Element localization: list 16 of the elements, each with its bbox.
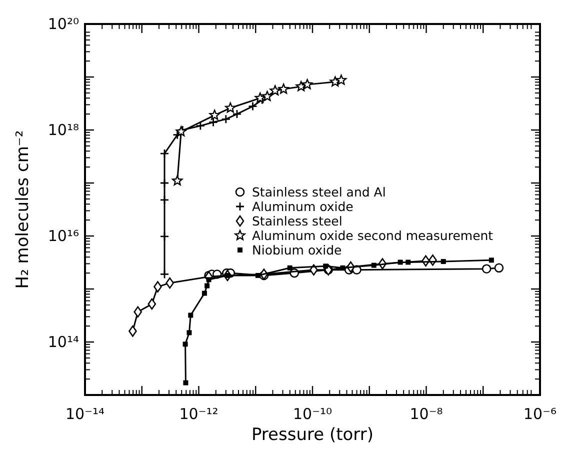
x-axis-title: Pressure (torr) <box>251 425 374 445</box>
x-tick-label: 10⁻¹⁰ <box>292 405 332 423</box>
y-tick-label: 10¹⁸ <box>48 121 79 139</box>
legend-label: Stainless steel and Al <box>252 184 386 200</box>
legend-label: Stainless steel <box>252 214 342 228</box>
x-tick-label: 10⁻⁶ <box>523 405 557 423</box>
legend-label: Aluminum oxide <box>252 199 354 214</box>
y-tick-label: 10²⁰ <box>48 15 79 33</box>
y-tick-label: 10¹⁶ <box>48 227 79 245</box>
legend-label: Niobium oxide <box>252 242 342 258</box>
x-tick-label: 10⁻¹⁴ <box>65 405 105 423</box>
x-tick-label: 10⁻⁸ <box>410 405 443 423</box>
legend-label: Aluminum oxide second measurement <box>252 228 494 243</box>
x-tick-label: 10⁻¹² <box>179 405 218 423</box>
y-tick-label: 10¹⁴ <box>48 333 79 351</box>
y-axis-title: H₂ molecules cm⁻² <box>13 130 33 289</box>
